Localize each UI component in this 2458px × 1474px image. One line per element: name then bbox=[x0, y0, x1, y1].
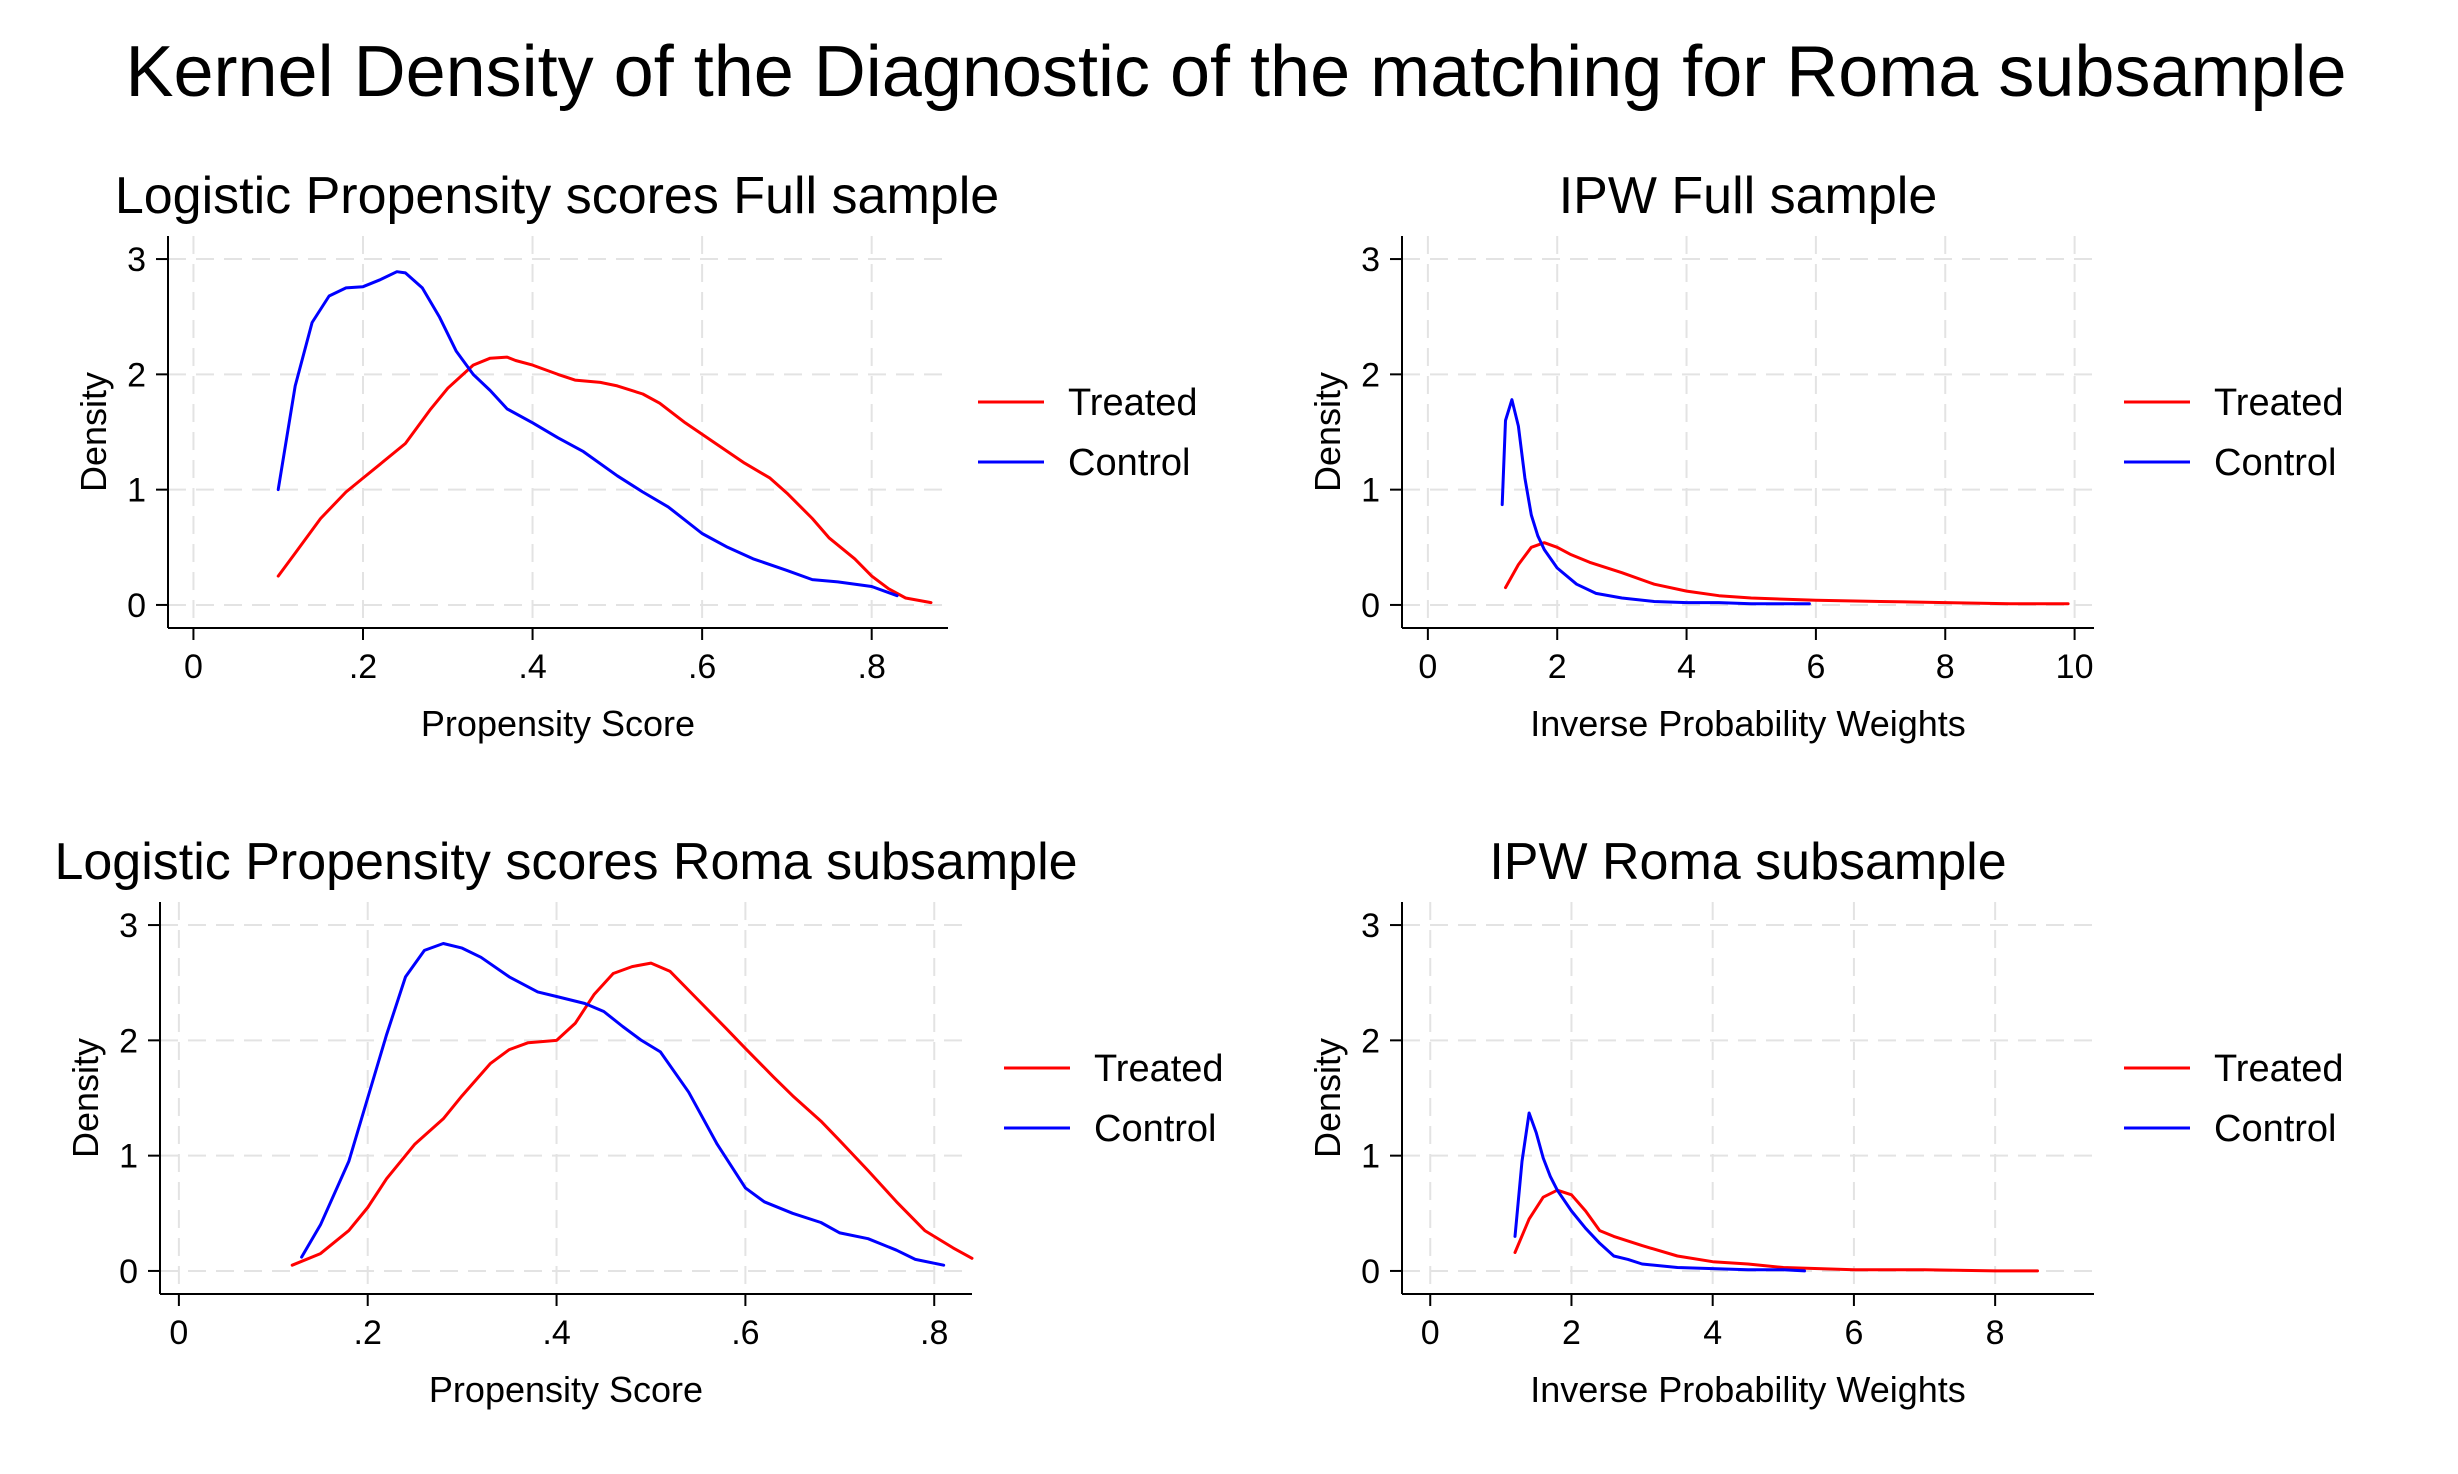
x-axis-label: Propensity Score bbox=[421, 703, 695, 744]
x-tick-label: .8 bbox=[858, 648, 886, 686]
series-line-control bbox=[1513, 1111, 1806, 1273]
y-tick-label: 0 bbox=[119, 1253, 138, 1291]
y-tick-label: 2 bbox=[1361, 1022, 1380, 1060]
y-axis-label: Density bbox=[73, 372, 114, 492]
panel-title: Logistic Propensity scores Full sample bbox=[115, 167, 999, 225]
legend: Treated Control bbox=[2124, 382, 2344, 484]
y-tick-label: 2 bbox=[127, 356, 146, 394]
legend-label-treated: Treated bbox=[1094, 1048, 1224, 1090]
legend-label-control: Control bbox=[2214, 442, 2337, 484]
y-tick-label: 1 bbox=[119, 1138, 138, 1176]
x-tick-label: 6 bbox=[1806, 648, 1825, 686]
y-axis-label: Density bbox=[1307, 1038, 1348, 1158]
panel-title: IPW Roma subsample bbox=[1489, 833, 2006, 891]
panel-title: IPW Full sample bbox=[1559, 167, 1938, 225]
y-axis-label: Density bbox=[65, 1038, 106, 1158]
panel-title: Logistic Propensity scores Roma subsampl… bbox=[54, 833, 1077, 891]
x-tick-label: 0 bbox=[184, 648, 203, 686]
y-tick-label: 3 bbox=[119, 907, 138, 945]
x-axis-label: Inverse Probability Weights bbox=[1530, 1369, 1966, 1410]
chart-panel-4: IPW Roma subsample 0 2 4 6 8 0 1 2 3 Inverse Proba… bbox=[1307, 833, 2344, 1410]
x-tick-label: 0 bbox=[1418, 648, 1437, 686]
x-tick-label: 10 bbox=[2056, 648, 2094, 686]
x-tick-label: 2 bbox=[1548, 648, 1567, 686]
chart-panel-2: IPW Full sample 0 2 4 6 8 10 0 1 2 3 Inverse Probab… bbox=[1307, 167, 2344, 744]
series-line-control bbox=[1500, 398, 1811, 606]
legend-label-control: Control bbox=[2214, 1108, 2337, 1150]
legend-label-treated: Treated bbox=[2214, 1048, 2344, 1090]
series-line-treated bbox=[1504, 541, 2070, 606]
series-line-treated bbox=[290, 961, 974, 1267]
x-axis-label: Inverse Probability Weights bbox=[1530, 703, 1966, 744]
x-tick-label: 8 bbox=[1936, 648, 1955, 686]
x-tick-label: .2 bbox=[349, 648, 377, 686]
legend-label-control: Control bbox=[1094, 1108, 1217, 1150]
x-tick-label: 4 bbox=[1703, 1314, 1722, 1352]
x-tick-label: .8 bbox=[920, 1314, 948, 1352]
y-tick-label: 1 bbox=[127, 472, 146, 510]
legend: Treated Control bbox=[2124, 1048, 2344, 1150]
legend-label-control: Control bbox=[1068, 442, 1191, 484]
x-tick-label: 6 bbox=[1844, 1314, 1863, 1352]
x-axis-label: Propensity Score bbox=[429, 1369, 703, 1410]
legend-label-treated: Treated bbox=[1068, 382, 1198, 424]
x-tick-label: .4 bbox=[542, 1314, 570, 1352]
x-tick-label: 4 bbox=[1677, 648, 1696, 686]
chart-panel-3: Logistic Propensity scores Roma subsampl… bbox=[54, 833, 1223, 1410]
chart-panel-1: Logistic Propensity scores Full sample 0.… bbox=[73, 167, 1198, 744]
figure-title: Kernel Density of the Diagnostic of the … bbox=[125, 32, 2346, 112]
x-tick-label: 0 bbox=[169, 1314, 188, 1352]
legend: Treated Control bbox=[1004, 1048, 1224, 1150]
y-tick-label: 1 bbox=[1361, 1138, 1380, 1176]
y-tick-label: 3 bbox=[127, 241, 146, 279]
y-axis-label: Density bbox=[1307, 372, 1348, 492]
y-tick-label: 3 bbox=[1361, 241, 1380, 279]
y-tick-label: 2 bbox=[119, 1022, 138, 1060]
x-tick-label: .4 bbox=[518, 648, 546, 686]
series-line-treated bbox=[276, 355, 933, 605]
y-tick-label: 0 bbox=[127, 587, 146, 625]
y-tick-label: 0 bbox=[1361, 1253, 1380, 1291]
y-tick-label: 3 bbox=[1361, 907, 1380, 945]
legend-label-treated: Treated bbox=[2214, 382, 2344, 424]
y-tick-label: 1 bbox=[1361, 472, 1380, 510]
x-tick-label: .6 bbox=[731, 1314, 759, 1352]
x-tick-label: 8 bbox=[1986, 1314, 2005, 1352]
x-tick-label: .6 bbox=[688, 648, 716, 686]
series-line-control bbox=[276, 270, 899, 598]
x-tick-label: 0 bbox=[1421, 1314, 1440, 1352]
series-line-control bbox=[300, 942, 946, 1267]
legend: Treated Control bbox=[978, 382, 1198, 484]
series-line-treated bbox=[1513, 1188, 2039, 1273]
x-tick-label: 2 bbox=[1562, 1314, 1581, 1352]
x-tick-label: .2 bbox=[354, 1314, 382, 1352]
y-tick-label: 0 bbox=[1361, 587, 1380, 625]
y-tick-label: 2 bbox=[1361, 356, 1380, 394]
